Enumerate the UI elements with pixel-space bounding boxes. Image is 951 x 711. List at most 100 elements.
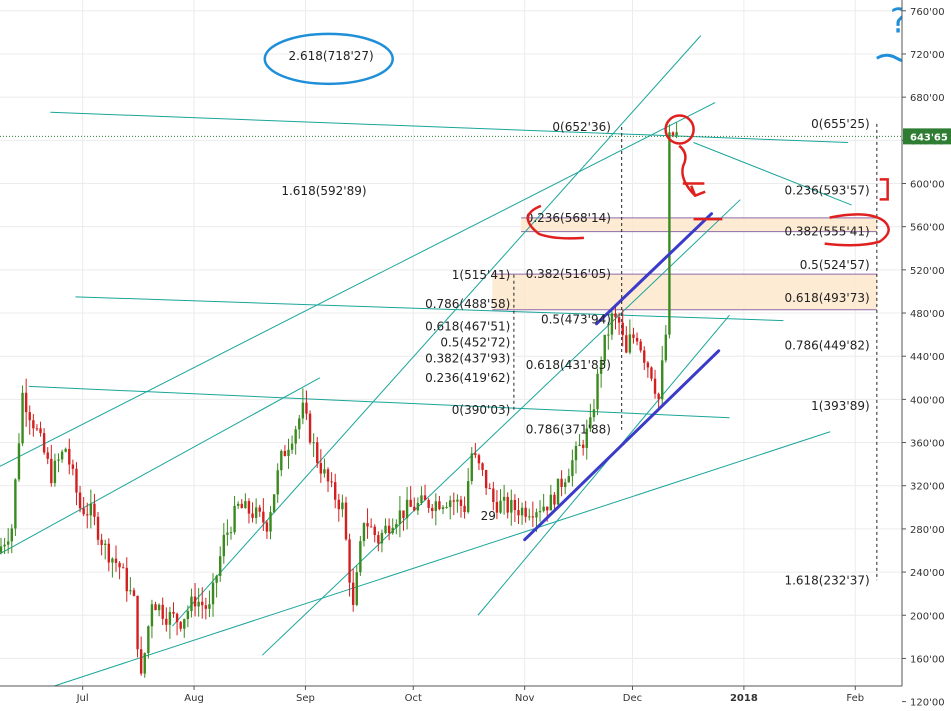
candle-body [650,367,653,379]
candle-body [154,604,157,611]
candle-body [114,558,118,563]
candle-body [470,453,473,482]
x-tick-label: Feb [846,693,864,704]
candle-body [211,582,215,605]
trendline [0,102,716,467]
y-tick-label: 160'00 [910,654,945,665]
fib-right-label: 0.786(449'82) [784,339,869,353]
candle-body [233,505,236,533]
y-tick-label: 480'00 [910,309,945,320]
candle-body [441,507,445,510]
candle-body [308,413,312,443]
candle-body [664,334,668,361]
candle-body [373,526,376,536]
candle-body [384,525,387,533]
candle-body [398,510,402,524]
candle-body [147,626,150,654]
x-tick-label: Jul [76,693,89,704]
candle-body [621,322,624,336]
candle-body [474,453,477,456]
candle-body [204,605,208,609]
candle-body [96,516,100,540]
candle-body [628,334,632,353]
candle-body [574,445,578,461]
candle-body [118,562,121,568]
candle-body [168,611,172,625]
fib-middle-label: 0.618(431'83) [526,358,611,372]
candle-body [517,510,520,516]
annotation-red-bracket-right [879,178,889,201]
y-tick-label: 440'00 [910,352,945,363]
candle-body [567,476,570,483]
candle-body [549,494,553,511]
candle-body [64,448,67,452]
candle-body [341,502,344,510]
candle-body [82,508,85,515]
candle-body [625,335,628,353]
candle-body [538,511,542,513]
candle-body [502,496,506,501]
candle-body [337,499,341,510]
candle-body [416,502,420,511]
candle-body [610,313,614,335]
candle-body [298,418,301,430]
candle-body [143,653,146,674]
candle-body [3,544,6,547]
candle-body [506,496,509,513]
y-tick-label: 120'00 [910,698,945,707]
fib-middle-label: 0.382(516'05) [526,267,611,281]
fib-right-label: 0.5(524'57) [800,258,870,272]
candle-body [581,444,585,448]
candle-body [60,451,64,460]
candle-body [71,464,75,469]
candle-body [553,494,556,505]
candle-body [563,482,567,487]
candle-body [330,481,333,483]
candle-body [484,469,488,489]
candle-body [319,463,323,474]
candle-body [100,539,103,545]
candle-body [226,532,229,535]
fib-middle-label: 0.236(568'14) [526,211,611,225]
candle-body [215,575,218,583]
candle-body [434,501,438,512]
candle-body [24,392,28,413]
candle-body [452,500,455,502]
candle-body [639,341,642,351]
y-tick-label: 760'00 [910,7,945,18]
candle-body [657,393,660,400]
candle-body [546,506,549,511]
fib-left-label: 0.786(488'58) [425,297,510,311]
candle-body [53,460,57,484]
candle-body [28,412,31,421]
candle-body [449,500,452,508]
fib-partial-label: 29 [481,509,496,523]
candle-body [0,546,3,553]
y-tick-label: 520'00 [910,266,945,277]
candle-body [589,417,592,429]
y-tick-label: 360'00 [910,439,945,450]
candle-body [369,526,373,528]
candle-body [240,503,243,509]
candle-body [344,502,348,540]
candle-body [161,604,164,619]
candle-body [129,590,132,592]
candle-body [477,455,481,464]
y-tick-label: 680'00 [910,93,945,104]
channel-line [595,212,714,326]
candle-body [668,132,671,335]
candle-body [39,428,42,434]
candle-body [528,516,531,518]
x-tick-label: Oct [405,693,422,704]
candle-body [86,514,89,516]
candle-body [466,481,470,513]
candle-body [312,442,315,444]
annotation-blue-ellipse [263,32,394,86]
candle-body [35,428,39,430]
fib-left-label: 0.236(419'62) [425,371,510,385]
candle-body [201,601,204,606]
y-axis-panel [902,0,951,707]
